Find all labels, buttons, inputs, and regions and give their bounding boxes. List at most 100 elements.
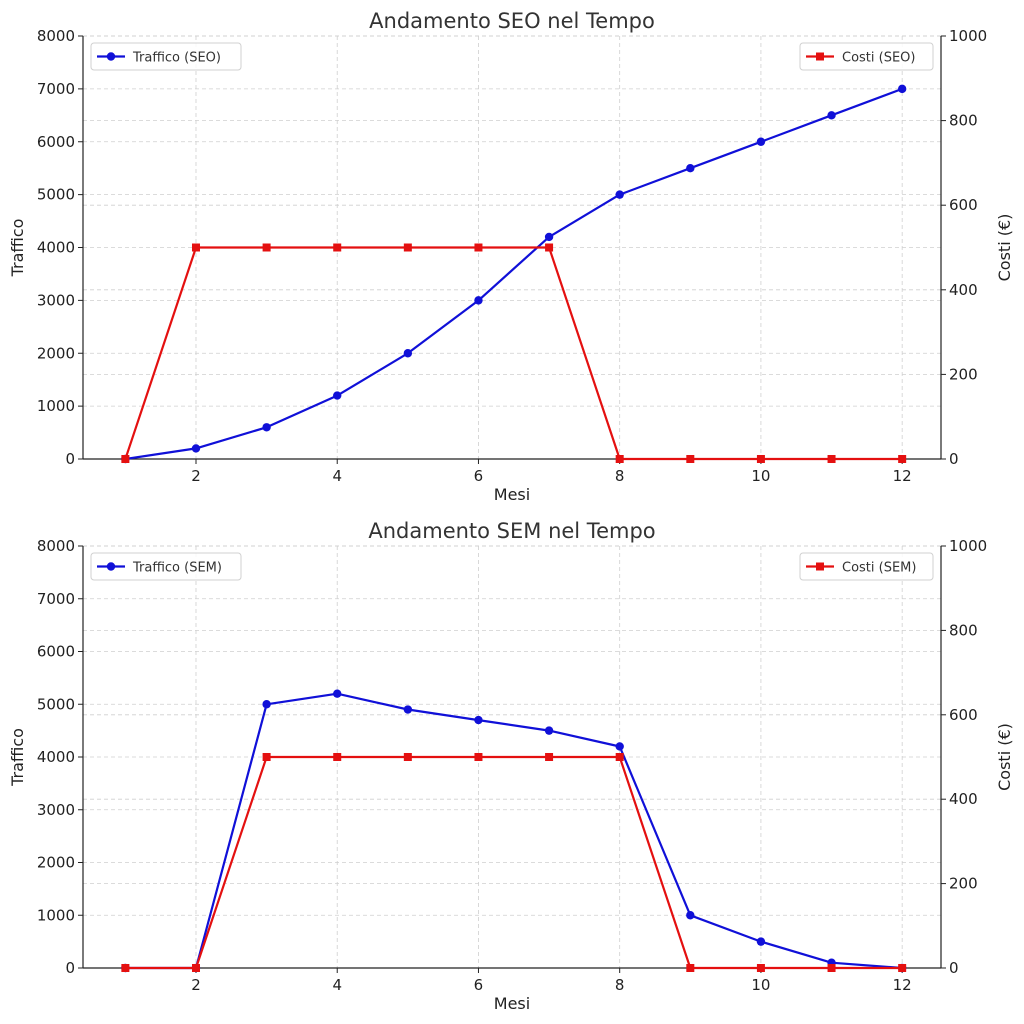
y-tick-label-left: 8000 — [37, 27, 75, 45]
y-tick-label-left: 1000 — [37, 397, 75, 415]
legend-label: Traffico (SEM) — [132, 561, 222, 576]
y-tick-label-right: 1000 — [949, 27, 987, 45]
y-axis-label-left: Traffico — [8, 728, 27, 787]
y-tick-label-left: 1000 — [37, 906, 75, 924]
legend-traffico-seo: Traffico (SEO) — [90, 42, 242, 71]
y-tick-label-right: 0 — [949, 450, 959, 468]
legend-box — [90, 552, 242, 581]
data-point-traffico-sem — [756, 937, 766, 946]
x-tick-label: 4 — [332, 976, 342, 994]
y-tick-label-right: 600 — [949, 706, 978, 724]
y-tick-label-left: 0 — [65, 959, 75, 977]
data-point-traffico-sem — [474, 715, 483, 725]
y-tick-label-left: 6000 — [37, 643, 75, 661]
data-point-costi-seo — [403, 243, 412, 252]
y-tick-label-right: 400 — [949, 281, 978, 299]
y-tick-label-right: 200 — [949, 875, 978, 893]
y-tick-label-left: 5000 — [37, 695, 75, 713]
data-point-costi-sem — [615, 753, 624, 761]
x-tick-label: 8 — [615, 467, 625, 485]
data-point-traffico-seo — [615, 190, 624, 199]
legend-costi-sem: Costi (SEM) — [799, 552, 934, 581]
series-line-traffico-seo — [125, 87, 903, 461]
legend-marker-swatch — [816, 52, 824, 61]
data-point-costi-seo — [898, 455, 907, 463]
legend-marker-swatch — [106, 562, 116, 571]
y-tick-label-left: 7000 — [37, 590, 75, 608]
data-point-costi-sem — [262, 753, 271, 761]
legend-costi-seo: Costi (SEO) — [799, 42, 934, 71]
data-point-costi-seo — [756, 455, 765, 463]
y-axis-label-left: Traffico — [8, 219, 27, 278]
legend-label: Costi (SEM) — [842, 561, 916, 576]
y-axis-label-right: Costi (€) — [995, 214, 1014, 282]
legend-marker-swatch — [816, 562, 824, 571]
legend-traffico-sem: Traffico (SEM) — [90, 552, 242, 581]
y-tick-label-left: 8000 — [37, 537, 75, 555]
x-tick-label: 8 — [615, 976, 625, 994]
data-point-costi-seo — [191, 243, 200, 252]
x-tick-label: 10 — [751, 976, 770, 994]
data-point-traffico-seo — [544, 232, 554, 242]
x-axis-label: Mesi — [494, 994, 530, 1013]
y-tick-label-left: 2000 — [37, 344, 75, 362]
data-point-costi-seo — [262, 243, 271, 252]
y-tick-label-left: 3000 — [37, 801, 75, 819]
legend-box — [799, 42, 934, 71]
x-tick-label: 6 — [474, 976, 484, 994]
legend-marker-swatch — [106, 52, 116, 61]
data-point-costi-sem — [191, 964, 200, 972]
data-point-traffico-seo — [756, 137, 766, 146]
y-tick-label-left: 4000 — [37, 239, 75, 257]
data-point-costi-sem — [121, 964, 130, 972]
y-tick-label-right: 800 — [949, 621, 978, 639]
y-tick-label-left: 7000 — [37, 80, 75, 98]
chart-panel-1: 2 4 6 8 10 1201000200030004000500060007000800… — [8, 9, 1014, 504]
data-point-traffico-sem — [544, 726, 554, 735]
legend-label: Traffico (SEO) — [132, 51, 221, 66]
y-tick-label-right: 0 — [949, 959, 959, 977]
data-point-costi-seo — [474, 243, 483, 252]
y-tick-label-left: 0 — [65, 450, 75, 468]
data-point-traffico-sem — [333, 689, 342, 698]
y-tick-label-right: 600 — [949, 196, 978, 214]
y-tick-label-right: 400 — [949, 790, 978, 808]
data-point-costi-sem — [827, 964, 836, 972]
data-point-costi-sem — [756, 964, 765, 972]
x-axis-label: Mesi — [494, 485, 530, 504]
chart-panel-2: 2 4 6 8 10 1201000200030004000500060007000800… — [8, 519, 1014, 1013]
y-tick-label-left: 3000 — [37, 291, 75, 309]
y-tick-label-left: 6000 — [37, 133, 75, 151]
data-point-traffico-sem — [262, 700, 271, 709]
data-point-costi-sem — [898, 964, 907, 972]
chart-title: Andamento SEM nel Tempo — [368, 519, 655, 543]
data-point-costi-seo — [615, 455, 624, 463]
x-tick-label: 2 — [191, 467, 201, 485]
data-point-traffico-sem — [615, 742, 624, 751]
data-point-traffico-seo — [403, 349, 413, 358]
data-point-costi-seo — [545, 243, 554, 252]
data-point-traffico-seo — [686, 163, 695, 173]
data-point-costi-sem — [686, 964, 695, 972]
y-tick-label-right: 1000 — [949, 537, 987, 555]
data-point-traffico-seo — [191, 444, 201, 453]
data-point-costi-seo — [686, 455, 695, 463]
x-tick-label: 4 — [332, 467, 342, 485]
x-tick-label: 10 — [751, 467, 770, 485]
y-axis-label-right: Costi (€) — [995, 723, 1014, 791]
data-point-traffico-seo — [333, 391, 342, 400]
y-tick-label-left: 5000 — [37, 186, 75, 204]
y-tick-label-right: 200 — [949, 365, 978, 383]
data-point-costi-sem — [545, 753, 554, 761]
data-point-traffico-seo — [827, 111, 836, 120]
data-point-traffico-seo — [262, 423, 271, 432]
x-tick-label: 2 — [191, 976, 201, 994]
x-tick-label: 12 — [893, 467, 912, 485]
legend-box — [90, 42, 242, 71]
y-tick-label-right: 800 — [949, 112, 978, 130]
data-point-costi-seo — [827, 455, 836, 463]
legend-box — [799, 552, 934, 581]
data-point-traffico-sem — [686, 911, 695, 920]
chart-title: Andamento SEO nel Tempo — [369, 9, 655, 33]
